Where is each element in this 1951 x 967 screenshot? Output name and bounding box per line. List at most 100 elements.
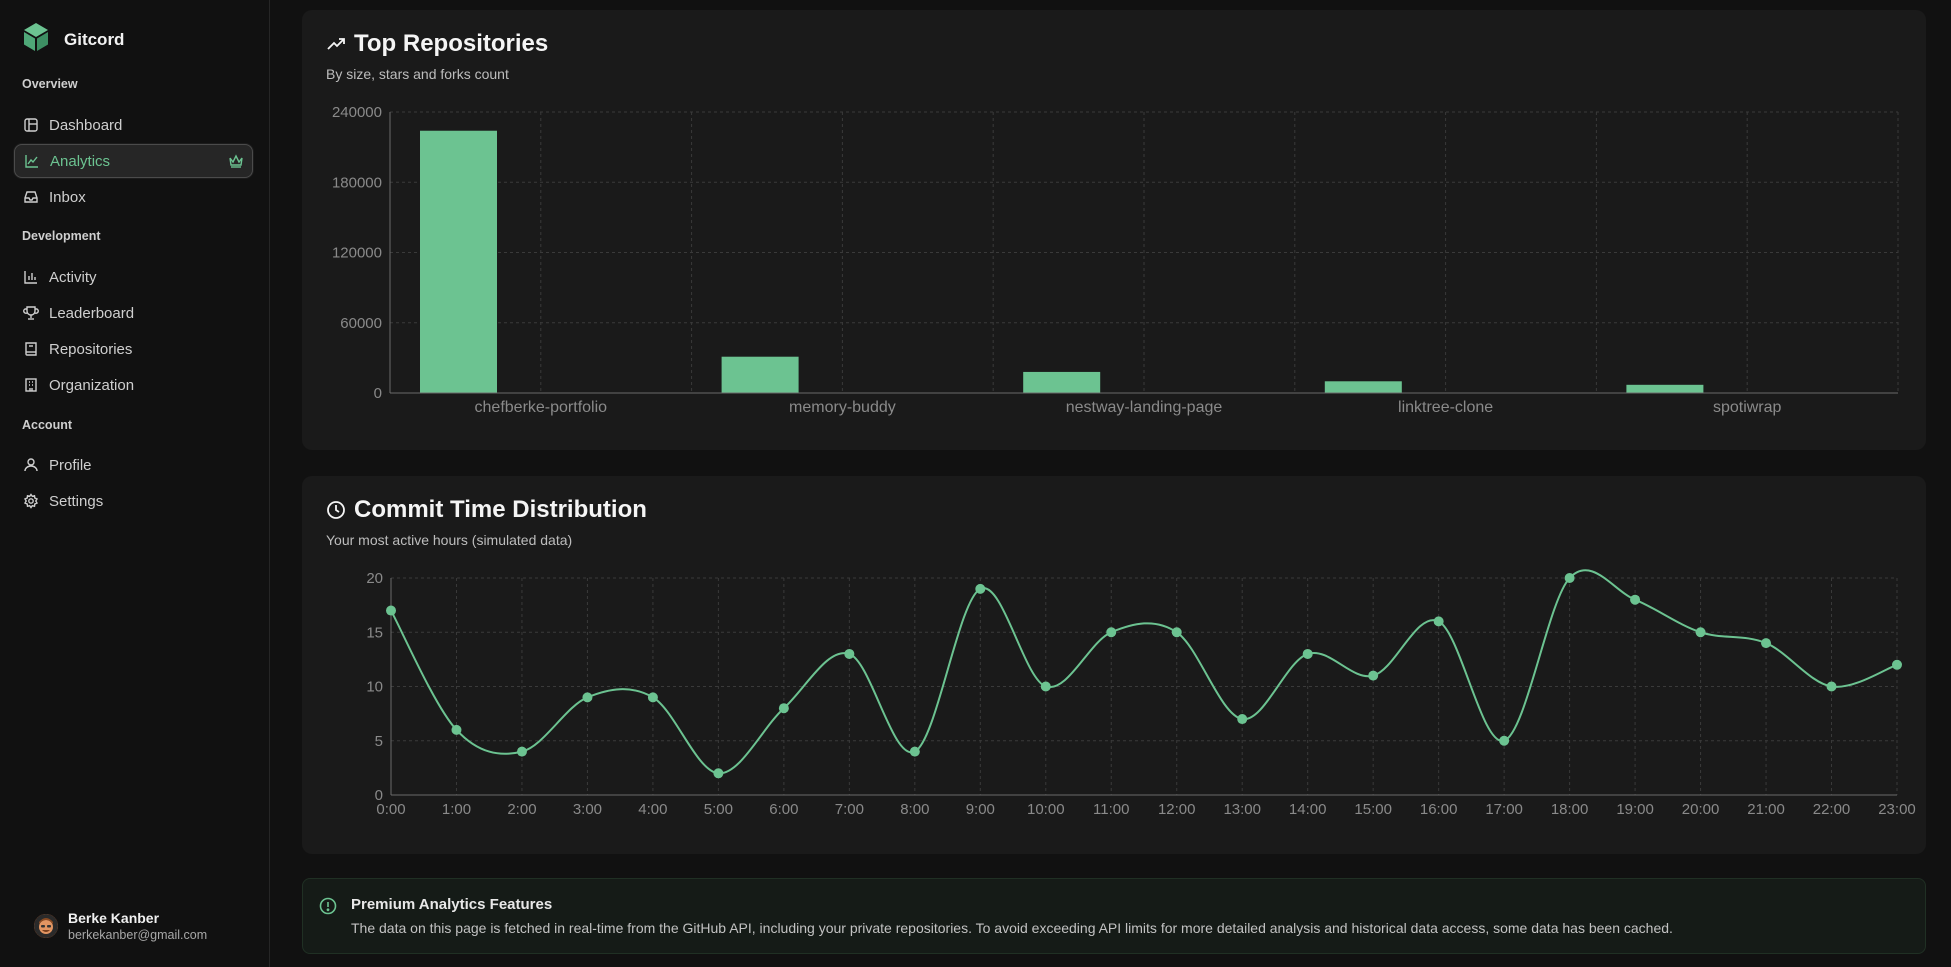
top-repositories-subtitle: By size, stars and forks count xyxy=(326,66,509,82)
x-tick-label: 0:00 xyxy=(376,801,405,818)
data-point xyxy=(844,648,855,659)
bar-chart-icon xyxy=(24,271,37,284)
y-tick-label: 120000 xyxy=(332,245,382,262)
bar xyxy=(420,130,497,393)
data-point xyxy=(713,768,724,779)
data-point xyxy=(1761,638,1772,649)
y-tick-label: 20 xyxy=(366,570,383,587)
user-profile[interactable]: Berke Kanber berkekanber@gmail.com xyxy=(34,910,207,942)
sidebar-item-organization[interactable]: Organization xyxy=(14,368,253,402)
x-tick-label: 11:00 xyxy=(1093,801,1129,818)
brand[interactable]: Gitcord xyxy=(22,22,124,57)
user-email: berkekanber@gmail.com xyxy=(68,928,208,942)
data-point xyxy=(1171,627,1182,638)
x-tick-label: 15:00 xyxy=(1354,801,1392,818)
sidebar-item-label: Profile xyxy=(49,456,92,474)
data-point xyxy=(975,583,986,594)
top-repositories-card: Top Repositories By size, stars and fork… xyxy=(302,10,1926,450)
commit-time-title: Commit Time Distribution xyxy=(354,496,647,523)
data-point xyxy=(516,746,527,757)
data-point xyxy=(1040,681,1051,692)
x-tick-label: 19:00 xyxy=(1616,801,1654,818)
trophy-icon xyxy=(23,306,39,320)
inbox-icon xyxy=(24,191,38,203)
sidebar-item-repositories[interactable]: Repositories xyxy=(14,332,253,366)
series-line xyxy=(390,569,1898,775)
sidebar-item-leaderboard[interactable]: Leaderboard xyxy=(14,296,253,330)
sidebar-item-label: Leaderboard xyxy=(49,304,135,322)
top-repositories-title: Top Repositories xyxy=(354,30,549,57)
crown-icon xyxy=(229,154,243,168)
y-tick-label: 10 xyxy=(366,679,383,696)
avatar xyxy=(34,914,58,938)
data-point xyxy=(1106,627,1117,638)
sidebar: Gitcord Overview Dashboard Analytics Inb… xyxy=(0,0,270,967)
sidebar-item-label: Dashboard xyxy=(49,116,123,134)
x-tick-label: memory-buddy xyxy=(789,399,896,416)
gear-icon xyxy=(23,493,39,509)
y-tick-label: 240000 xyxy=(332,104,382,121)
bar xyxy=(1023,371,1101,393)
bar xyxy=(1626,384,1704,393)
data-point xyxy=(1237,714,1248,725)
trending-up-icon xyxy=(327,38,345,50)
y-tick-label: 60000 xyxy=(340,315,382,332)
dashboard-icon xyxy=(24,118,38,132)
book-icon xyxy=(25,342,37,356)
data-point xyxy=(451,724,462,735)
x-tick-label: 17:00 xyxy=(1485,801,1523,818)
sidebar-item-profile[interactable]: Profile xyxy=(14,448,253,482)
x-tick-label: 1:00 xyxy=(442,801,471,818)
card-title: Top Repositories xyxy=(326,30,548,58)
data-point xyxy=(1368,670,1379,681)
data-point xyxy=(909,746,920,757)
x-tick-label: 21:00 xyxy=(1747,801,1785,818)
commit-time-card: Commit Time Distribution Your most activ… xyxy=(302,476,1926,854)
gitcord-logo-icon xyxy=(22,22,50,57)
sidebar-item-activity[interactable]: Activity xyxy=(14,260,253,294)
y-tick-label: 15 xyxy=(366,624,383,641)
card-title: Commit Time Distribution xyxy=(326,496,647,524)
data-point xyxy=(1499,735,1510,746)
data-point xyxy=(1695,627,1706,638)
data-point xyxy=(1302,648,1313,659)
sidebar-item-analytics[interactable]: Analytics xyxy=(14,144,253,178)
x-tick-label: 14:00 xyxy=(1289,801,1327,818)
y-tick-label: 180000 xyxy=(332,174,382,191)
clock-icon xyxy=(327,501,345,519)
top-repositories-bar-chart: 0 60000 120000 180000 240000 chefberke-portfo… xyxy=(332,104,1899,416)
bar xyxy=(1324,381,1402,393)
bar xyxy=(721,356,799,393)
sidebar-item-label: Activity xyxy=(49,268,97,286)
x-tick-label: 16:00 xyxy=(1420,801,1458,818)
data-point xyxy=(1892,659,1902,670)
sidebar-item-label: Inbox xyxy=(49,188,86,206)
chart-line-icon xyxy=(25,155,38,168)
commit-time-line-chart: 0 5 10 15 20 0:00 1:00 2:00 3:00 4:00 5:00 6:00 7:00… xyxy=(366,569,1916,818)
x-tick-label: 10:00 xyxy=(1027,801,1065,818)
x-tick-label: 20:00 xyxy=(1682,801,1720,818)
x-tick-label: 13:00 xyxy=(1223,801,1261,818)
x-tick-label: 6:00 xyxy=(769,801,798,818)
x-tick-label: spotiwrap xyxy=(1713,399,1782,416)
notice-body: The data on this page is fetched in real… xyxy=(351,920,1673,936)
sidebar-item-settings[interactable]: Settings xyxy=(14,484,253,518)
building-icon xyxy=(25,378,37,392)
sidebar-item-dashboard[interactable]: Dashboard xyxy=(14,108,253,142)
x-tick-label: 7:00 xyxy=(835,801,864,818)
sidebar-item-inbox[interactable]: Inbox xyxy=(14,180,253,214)
sidebar-item-label: Settings xyxy=(49,492,104,510)
x-tick-label: chefberke-portfolio xyxy=(475,399,608,416)
user-name: Berke Kanber xyxy=(68,910,160,926)
data-point xyxy=(778,703,789,714)
premium-notice: Premium Analytics Features The data on t… xyxy=(302,878,1926,954)
x-tick-label: 23:00 xyxy=(1878,801,1916,818)
commit-time-subtitle: Your most active hours (simulated data) xyxy=(326,532,573,548)
data-point xyxy=(1826,681,1837,692)
x-tick-label: nestway-landing-page xyxy=(1066,399,1223,416)
section-label-account: Account xyxy=(22,418,72,432)
section-label-overview: Overview xyxy=(22,77,78,91)
x-tick-label: 8:00 xyxy=(900,801,929,818)
x-tick-label: 12:00 xyxy=(1158,801,1196,818)
